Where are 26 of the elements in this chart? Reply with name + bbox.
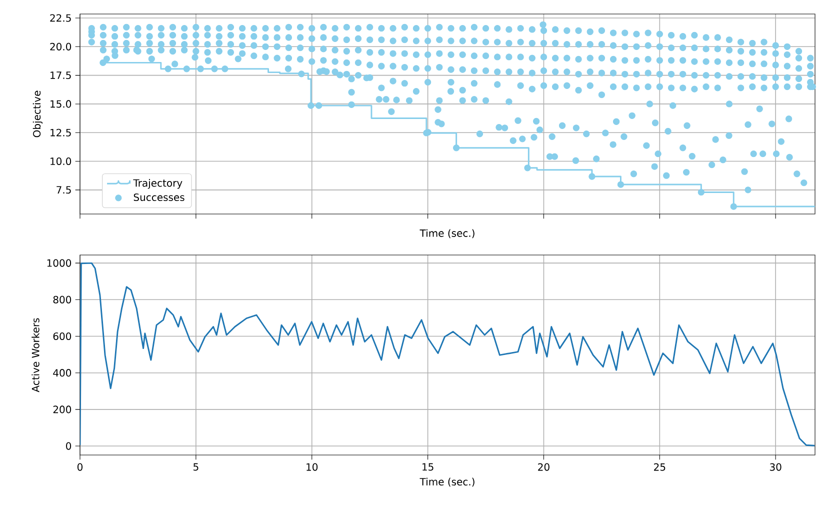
x-tick-label: 15 <box>422 463 434 471</box>
y-tick-label: 17.5 <box>50 72 71 80</box>
y-axis-title: Objective <box>32 90 43 138</box>
x-tick-label: 5 <box>194 463 198 471</box>
y-axis-title: Active Workers <box>32 318 40 392</box>
legend-label: Trajectory <box>133 179 182 189</box>
y-tick-label: 22.5 <box>50 14 71 22</box>
y-tick-label: 12.5 <box>50 128 71 136</box>
y-tick-label: 200 <box>53 406 72 414</box>
x-tick-label: 0 <box>77 463 83 471</box>
y-tick-label: 20.0 <box>50 42 72 50</box>
y-tick-label: 1000 <box>47 259 72 267</box>
x-tick-label: 20 <box>538 463 550 471</box>
legend-label: Successes <box>134 193 184 202</box>
y-tick-label: 0 <box>66 442 72 450</box>
x-tick-label: 25 <box>654 463 666 471</box>
y-tick-label: 7.5 <box>56 186 71 194</box>
x-axis-title: Time (sec.) <box>420 229 474 238</box>
y-tick-label: 15.0 <box>50 100 72 108</box>
x-axis-title: Time (sec.) <box>420 478 474 487</box>
y-tick-label: 600 <box>53 332 72 340</box>
y-tick-label: 10.0 <box>50 157 72 166</box>
y-tick-label: 400 <box>53 369 72 377</box>
x-tick-label: 30 <box>770 463 782 471</box>
y-tick-label: 800 <box>53 296 72 304</box>
x-tick-label: 10 <box>306 463 318 471</box>
